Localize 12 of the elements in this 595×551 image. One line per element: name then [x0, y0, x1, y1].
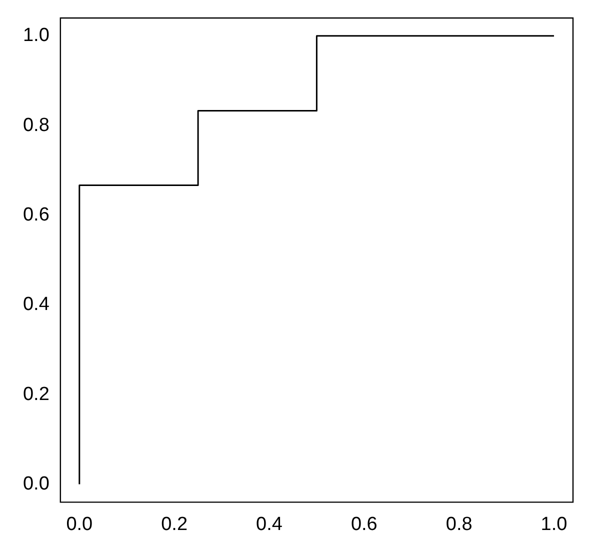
y-tick-label: 1.0 — [22, 25, 50, 46]
x-tick-label: 0.8 — [446, 514, 472, 535]
x-tick-label: 0.0 — [66, 514, 93, 535]
x-tick-label: 0.4 — [256, 514, 283, 535]
y-tick-label: 0.6 — [22, 204, 50, 226]
x-tick-label: 0.6 — [350, 514, 378, 535]
x-tick-label: 1.0 — [540, 514, 568, 535]
y-tick-label: 0.8 — [22, 114, 50, 136]
x-tick-label: 0.2 — [161, 514, 188, 535]
y-tick-label: 0.2 — [22, 384, 50, 405]
y-tick-label: 0.4 — [22, 294, 50, 316]
y-tick-label: 0.0 — [22, 474, 50, 494]
